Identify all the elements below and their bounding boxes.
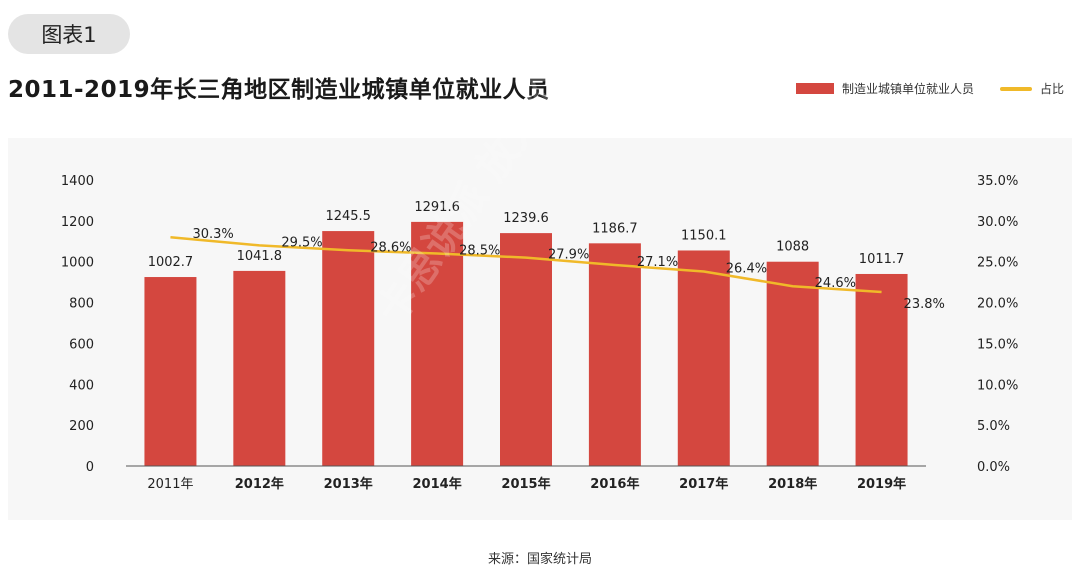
chart-panel: 0 200 400 600 800 1000 1200 1400 0.0% 5.0% 10.0% 15… [8,138,1072,520]
y-left-tick-label: 800 [69,297,94,312]
legend-bar-label: 制造业城镇单位就业人员 [841,82,974,96]
legend-bar-swatch [795,83,834,94]
x-tick-label: 2011年 [147,477,193,492]
y-right-tick-label: 25.0% [977,256,1018,271]
x-tick-label: 2012年 [235,476,284,492]
y-left-tick-label: 1200 [61,215,94,230]
line-data-label: 23.8% [904,297,945,312]
bar [588,243,641,466]
y-right-tick-label: 30.0% [977,215,1018,230]
bar [500,233,552,466]
legend-item-line: 占比 [999,80,1064,97]
bar-data-label: 1150.1 [681,228,727,243]
bar [322,231,375,466]
line-data-label: 28.5% [459,244,500,259]
bar-data-label: 1041.8 [237,249,283,264]
bar [855,273,908,466]
y-right-tick-label: 0.0% [977,460,1010,475]
line-data-label: 27.1% [637,255,678,270]
line-data-label: 28.6% [370,240,411,255]
source-note: 来源：国家统计局 [487,552,592,567]
legend-item-bar: 制造业城镇单位就业人员 [795,80,974,97]
y-right-tick-label: 15.0% [977,337,1018,352]
x-tick-label: 2014年 [413,476,462,492]
y-left-tick-label: 600 [69,337,94,352]
y-right-tick-label: 20.0% [977,297,1018,312]
bar-data-label: 1002.7 [148,255,194,270]
line-data-label: 27.9% [548,248,589,263]
bar-data-label: 1245.5 [325,209,371,224]
bar-data-label: 1291.6 [414,200,460,215]
chart-legend: 制造业城镇单位就业人员 占比 [770,80,1064,97]
y-right-tick-label: 35.0% [977,174,1018,189]
chart-title: 2011-2019年长三角地区制造业城镇单位就业人员 [8,77,550,103]
y-left-tick-label: 400 [69,378,94,393]
figure-tag-label: 图表1 [41,23,97,47]
legend-line-swatch [999,86,1032,91]
bar [766,261,819,466]
line-data-label: 30.3% [192,227,233,242]
y-left-tick-label: 0 [86,460,94,475]
x-tick-label: 2018年 [768,476,817,492]
bar-data-label: 1186.7 [592,221,638,236]
y-right-tick-label: 5.0% [977,419,1010,434]
bar-data-label: 1088 [776,240,809,255]
x-tick-label: 2017年 [679,476,728,492]
bar [677,250,730,466]
line-data-label: 24.6% [815,276,856,291]
bar-data-label: 1011.7 [859,252,905,267]
y-left-tick-label: 1000 [61,256,94,271]
line-data-label: 26.4% [726,262,767,277]
x-tick-label: 2019年 [857,476,906,492]
bar [144,277,197,466]
x-tick-label: 2013年 [324,476,373,492]
legend-line-label: 占比 [1039,82,1064,96]
bar [233,270,286,466]
y-left-tick-label: 200 [69,419,94,434]
x-tick-label: 2016年 [590,476,639,492]
combo-chart: 0 200 400 600 800 1000 1200 1400 0.0% 5.0% 10.0% 15… [61,174,1018,492]
y-left-tick-label: 1400 [61,174,94,189]
line-data-label: 29.5% [281,235,322,250]
bar [411,221,464,466]
bar-data-label: 1239.6 [503,211,549,226]
y-right-tick-label: 10.0% [977,378,1018,393]
figure-tag: 图表1 [8,14,130,54]
x-tick-label: 2015年 [501,476,550,492]
